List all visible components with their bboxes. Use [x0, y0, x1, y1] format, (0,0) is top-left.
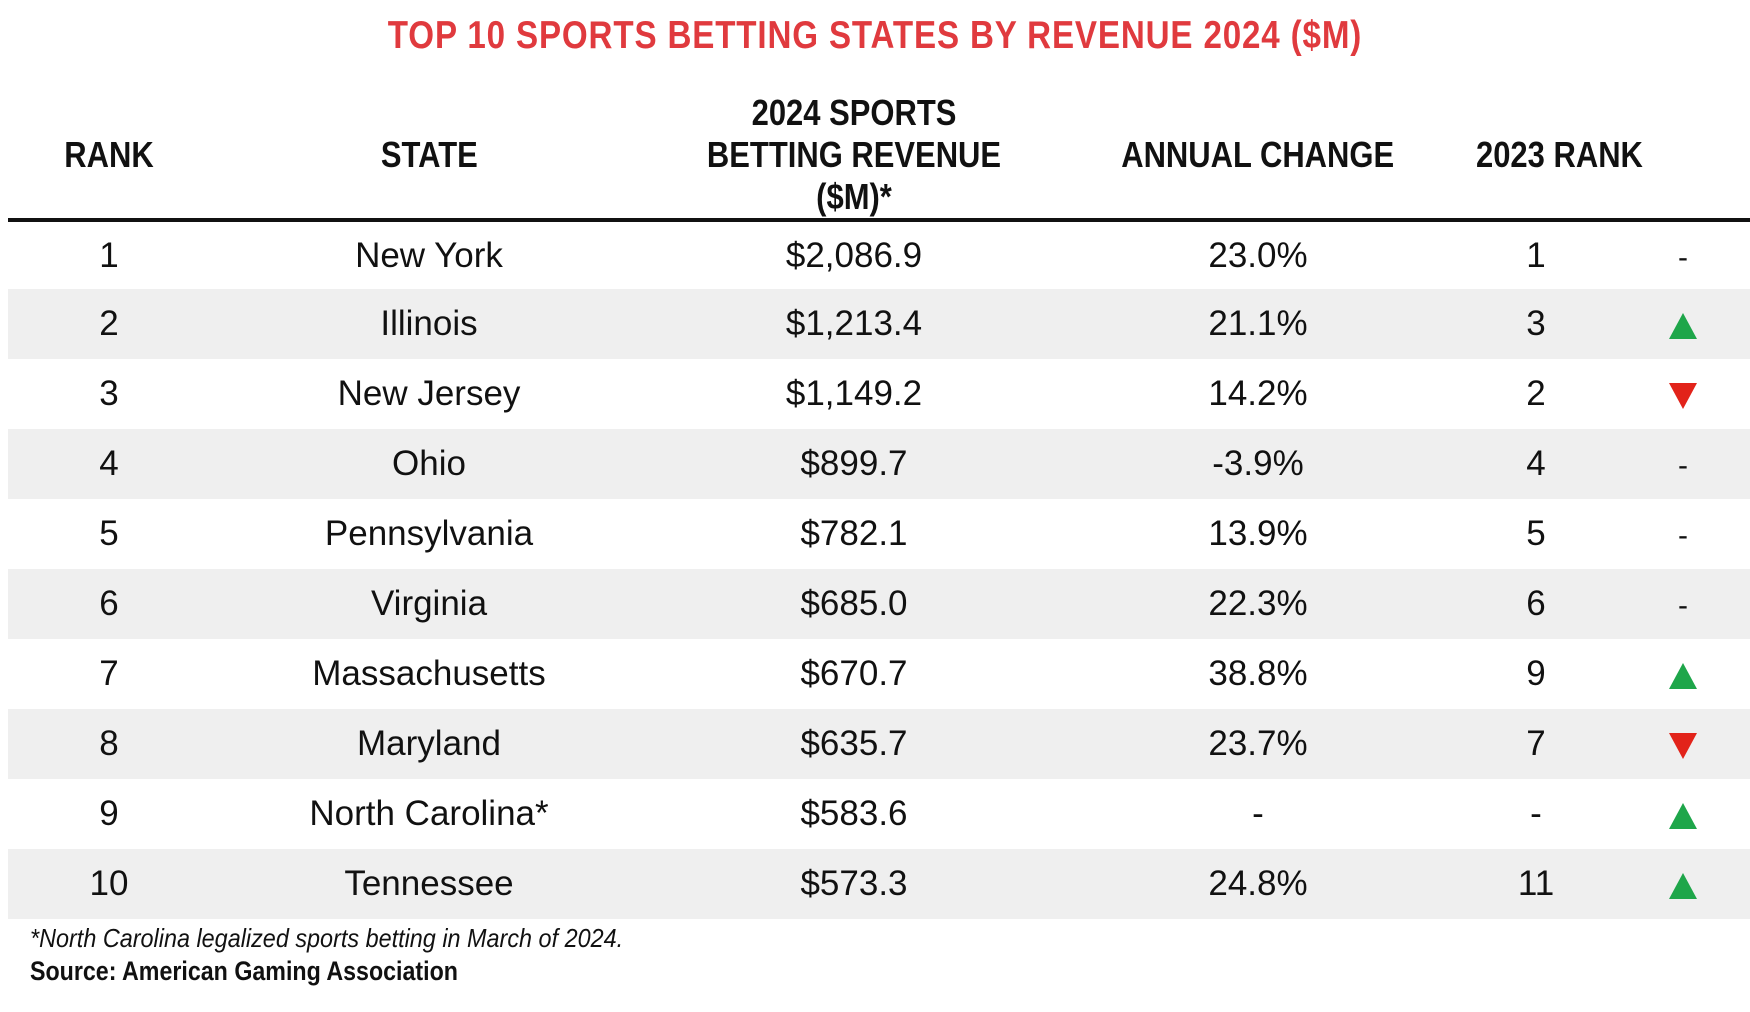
cell-2023-rank: 6 — [1456, 569, 1616, 639]
header-revenue: 2024 SPORTS BETTING REVENUE ($M)* — [648, 92, 1060, 222]
cell-trend — [1616, 709, 1750, 779]
rank-unchanged-dash: - — [1678, 589, 1688, 622]
table-row: 6 Virginia $685.0 22.3% 6- — [8, 569, 1750, 639]
cell-2023-rank: 2 — [1526, 374, 1546, 413]
rank-unchanged-dash: - — [1678, 519, 1688, 552]
cell-state: Pennsylvania — [324, 514, 534, 553]
rank-unchanged-dash: - — [1678, 240, 1688, 274]
cell-2023-rank: - — [1530, 794, 1542, 833]
table-row: 9 North Carolina* $583.6 - - — [8, 779, 1750, 849]
cell-2023-rank: 3 — [1456, 289, 1616, 359]
cell-revenue: $782.1 — [800, 514, 908, 553]
chart-title: TOP 10 SPORTS BETTING STATES BY REVENUE … — [387, 14, 1363, 57]
header-rank: RANK — [8, 92, 210, 222]
cell-annual-change: 38.8% — [1208, 654, 1308, 693]
rank-down-arrow-icon — [1669, 382, 1697, 409]
cell-annual-change: 23.7% — [1060, 709, 1456, 779]
cell-revenue: $573.3 — [648, 849, 1060, 919]
cell-rank: 4 — [8, 429, 210, 499]
cell-rank: 5 — [99, 514, 119, 553]
header-row: RANK STATE 2024 SPORTS BETTING REVENUE (… — [8, 92, 1750, 222]
cell-annual-change: -3.9% — [1060, 429, 1456, 499]
cell-revenue: $1,213.4 — [648, 289, 1060, 359]
cell-annual-change: 21.1% — [1060, 289, 1456, 359]
table-row: 7 Massachusetts $670.7 38.8% 9 — [8, 639, 1750, 709]
cell-trend — [1616, 779, 1750, 849]
rank-up-arrow-icon — [1669, 662, 1697, 689]
table-row: 4 Ohio $899.7 -3.9% 4- — [8, 429, 1750, 499]
cell-rank: 8 — [8, 709, 210, 779]
cell-trend: - — [1616, 499, 1750, 569]
cell-2023-rank: 4 — [1456, 429, 1616, 499]
cell-2023-rank: 5 — [1526, 514, 1546, 553]
cell-rank: 6 — [8, 569, 210, 639]
cell-annual-change: 13.9% — [1208, 514, 1308, 553]
cell-rank: 7 — [99, 654, 119, 693]
cell-trend: - — [1616, 220, 1750, 289]
rank-down-arrow-icon — [1669, 732, 1697, 759]
cell-2023-rank: 11 — [1456, 849, 1616, 919]
header-2023-rank: 2023 RANK — [1456, 92, 1750, 222]
table-body: 1 New York $2,086.9 23.0% 1-2 Illinois $1,213.… — [8, 220, 1750, 919]
cell-annual-change: 22.3% — [1060, 569, 1456, 639]
cell-trend: - — [1616, 569, 1750, 639]
cell-annual-change: 24.8% — [1060, 849, 1456, 919]
cell-state: Tennessee — [210, 849, 648, 919]
cell-revenue: $583.6 — [800, 794, 908, 833]
header-state: STATE — [210, 92, 648, 222]
table-row: 1 New York $2,086.9 23.0% 1 - — [8, 220, 1750, 289]
cell-trend — [1616, 849, 1750, 919]
cell-state: New Jersey — [337, 374, 521, 413]
rank-up-arrow-icon — [1669, 802, 1697, 829]
footnote: *North Carolina legalized sports betting… — [30, 923, 624, 953]
cell-trend: - — [1616, 429, 1750, 499]
cell-trend — [1616, 639, 1750, 709]
table-row: 5 Pennsylvania $782.1 13.9% 5 - — [8, 499, 1750, 569]
cell-state: Massachusetts — [312, 654, 546, 693]
cell-state: Virginia — [210, 569, 648, 639]
cell-rank: 3 — [99, 374, 119, 413]
cell-state: New York — [355, 235, 503, 275]
cell-rank: 9 — [99, 794, 119, 833]
table-row: 3 New Jersey $1,149.2 14.2% 2 — [8, 359, 1750, 429]
cell-2023-rank: 1 — [1526, 235, 1546, 275]
cell-trend — [1616, 289, 1750, 359]
header-annual-change: ANNUAL CHANGE — [1060, 92, 1456, 222]
cell-state: Ohio — [210, 429, 648, 499]
cell-revenue: $899.7 — [648, 429, 1060, 499]
cell-annual-change: 14.2% — [1208, 374, 1308, 413]
cell-rank: 1 — [99, 235, 119, 275]
cell-annual-change: - — [1252, 794, 1264, 833]
source-note: Source: American Gaming Association — [30, 956, 458, 986]
cell-revenue: $635.7 — [648, 709, 1060, 779]
cell-revenue: $670.7 — [800, 654, 908, 693]
ranking-table: RANK STATE 2024 SPORTS BETTING REVENUE (… — [8, 92, 1750, 919]
rank-up-arrow-icon — [1669, 872, 1697, 899]
table-row: 8 Maryland $635.7 23.7% 7 — [8, 709, 1750, 779]
cell-rank: 10 — [8, 849, 210, 919]
rank-up-arrow-icon — [1669, 312, 1697, 339]
cell-revenue: $2,086.9 — [785, 235, 923, 275]
cell-state: Illinois — [210, 289, 648, 359]
cell-state: North Carolina* — [309, 794, 549, 833]
cell-revenue: $685.0 — [648, 569, 1060, 639]
cell-trend — [1616, 359, 1750, 429]
cell-rank: 2 — [8, 289, 210, 359]
cell-2023-rank: 9 — [1526, 654, 1546, 693]
rank-unchanged-dash: - — [1678, 449, 1688, 482]
cell-revenue: $1,149.2 — [785, 374, 923, 413]
cell-2023-rank: 7 — [1456, 709, 1616, 779]
table-row: 10 Tennessee $573.3 24.8% 11 — [8, 849, 1750, 919]
table-row: 2 Illinois $1,213.4 21.1% 3 — [8, 289, 1750, 359]
cell-state: Maryland — [210, 709, 648, 779]
cell-annual-change: 23.0% — [1208, 235, 1308, 275]
